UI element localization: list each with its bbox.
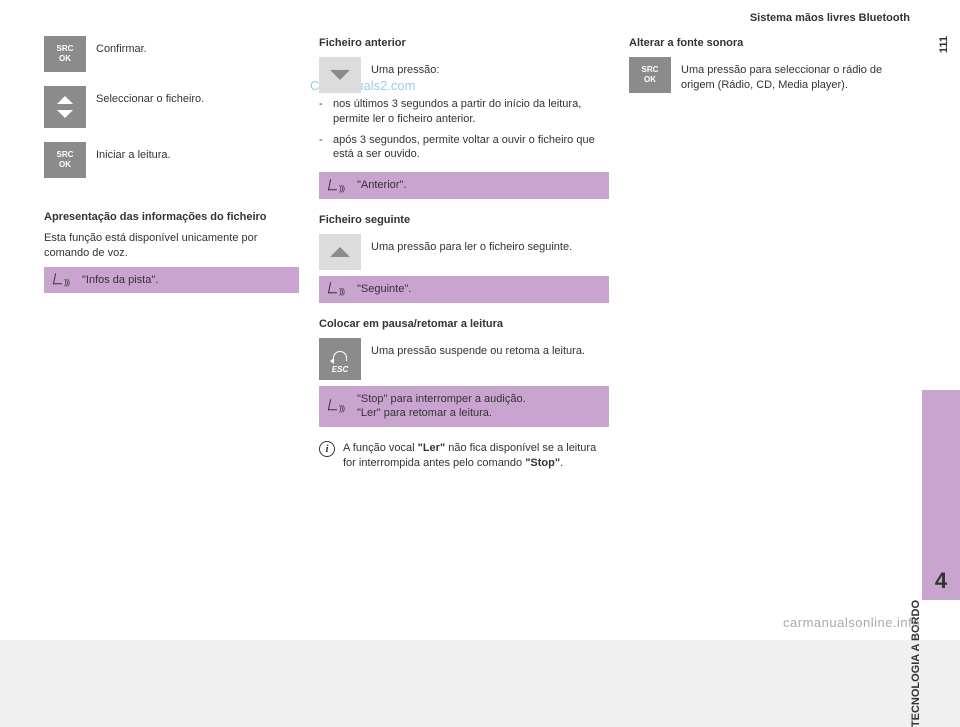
note-row: i A função vocal "Ler" não fica disponív… — [319, 441, 609, 471]
previous-press-row: Uma pressão: — [319, 57, 609, 93]
note-post: . — [560, 457, 563, 469]
voice-command-anterior: "Anterior". — [319, 172, 609, 199]
voice-icon — [54, 271, 69, 289]
esc-icon: ESC — [319, 338, 361, 380]
source-text: Uma pressão para seleccionar o rádio de … — [681, 57, 884, 93]
section-tab: TECNOLOGIA A BORDO 4 — [922, 390, 960, 600]
triangle-down-icon — [330, 70, 350, 80]
previous-file-heading: Ficheiro anterior — [319, 36, 609, 51]
source-row: SRC OK Uma pressão para seleccionar o rá… — [629, 57, 884, 93]
voice-text-line2: "Ler" para retomar a leitura. — [357, 407, 492, 419]
next-press-text: Uma pressão para ler o ficheiro seguinte… — [371, 234, 572, 255]
next-press-row: Uma pressão para ler o ficheiro seguinte… — [319, 234, 609, 270]
previous-press-text: Uma pressão: — [371, 57, 439, 78]
pause-heading: Colocar em pausa/retomar a leitura — [319, 317, 609, 332]
column-middle: Ficheiro anterior Uma pressão: nos últim… — [319, 36, 609, 471]
icon-label-src: SRC — [642, 66, 659, 74]
icon-label-src: SRC — [57, 45, 74, 53]
voice-text: "Anterior". — [357, 179, 406, 191]
voice-icon — [329, 281, 344, 299]
confirm-row: SRC OK Confirmar. — [44, 36, 299, 72]
start-text: Iniciar a leitura. — [96, 142, 171, 163]
next-file-heading: Ficheiro seguinte — [319, 213, 609, 228]
select-row: Seleccionar o ficheiro. — [44, 86, 299, 128]
up-arrow-icon — [319, 234, 361, 270]
icon-label-esc: ESC — [332, 365, 348, 376]
column-left: SRC OK Confirmar. Seleccionar o ficheiro… — [44, 36, 299, 471]
src-ok-icon: SRC OK — [44, 36, 86, 72]
down-arrow-icon — [319, 57, 361, 93]
note-pre: A função vocal — [343, 442, 418, 454]
icon-label-ok: OK — [59, 161, 71, 169]
info-icon: i — [319, 441, 335, 457]
source-heading: Alterar a fonte sonora — [629, 36, 884, 51]
triangle-up-icon — [330, 247, 350, 257]
note-bold-ler: "Ler" — [418, 442, 446, 454]
select-text: Seleccionar o ficheiro. — [96, 86, 204, 107]
pause-press-row: ESC Uma pressão suspende ou retoma a lei… — [319, 338, 609, 380]
src-ok-icon: SRC OK — [44, 142, 86, 178]
pause-press-text: Uma pressão suspende ou retoma a leitura… — [371, 338, 585, 359]
voice-command-stop-ler: "Stop" para interromper a audição. "Ler"… — [319, 386, 609, 428]
voice-text-line1: "Stop" para interromper a audição. — [357, 393, 526, 405]
page: Sistema mãos livres Bluetooth 111 TECNOL… — [0, 0, 960, 640]
icon-label-ok: OK — [59, 55, 71, 63]
watermark-footer: carmanualsonline.info — [783, 615, 920, 630]
voice-text: "Seguinte". — [357, 283, 411, 295]
info-body: Esta função está disponível unicamente p… — [44, 231, 299, 261]
voice-command-seguinte: "Seguinte". — [319, 276, 609, 303]
info-heading: Apresentação das informações do ficheiro — [44, 210, 299, 225]
confirm-text: Confirmar. — [96, 36, 147, 57]
start-row: SRC OK Iniciar a leitura. — [44, 142, 299, 178]
previous-bullets: nos últimos 3 segundos a partir do iníci… — [319, 97, 609, 162]
header-title: Sistema mãos livres Bluetooth — [750, 12, 910, 24]
page-number: 111 — [938, 36, 950, 53]
voice-text: "Infos da pista". — [82, 274, 158, 286]
up-down-icon — [44, 86, 86, 128]
previous-bullet-1: nos últimos 3 segundos a partir do iníci… — [319, 97, 609, 127]
note-text: A função vocal "Ler" não fica disponível… — [343, 441, 609, 471]
voice-icon — [329, 398, 344, 416]
icon-label-src: SRC — [57, 151, 74, 159]
note-bold-stop: "Stop" — [525, 457, 560, 469]
esc-arc-icon — [333, 351, 347, 361]
voice-icon — [329, 177, 344, 195]
triangle-down-icon — [57, 110, 73, 118]
voice-command-infos: "Infos da pista". — [44, 267, 299, 294]
section-tab-number: 4 — [922, 568, 960, 594]
column-right: Alterar a fonte sonora SRC OK Uma pressã… — [629, 36, 884, 471]
icon-label-ok: OK — [644, 76, 656, 84]
src-ok-icon: SRC OK — [629, 57, 671, 93]
triangle-up-icon — [57, 96, 73, 104]
content: SRC OK Confirmar. Seleccionar o ficheiro… — [44, 36, 910, 471]
previous-bullet-2: após 3 segundos, permite voltar a ouvir … — [319, 133, 609, 163]
